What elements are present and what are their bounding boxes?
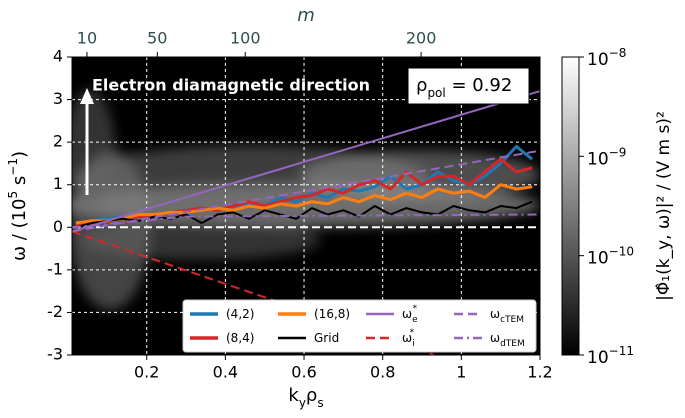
label-part: ρ <box>416 75 427 96</box>
legend-label: ωcTEM <box>490 307 524 325</box>
y-tick-label: 3 <box>53 89 63 108</box>
y-tick-label: -1 <box>47 259 63 278</box>
legend-label: ωe* <box>402 304 418 325</box>
x-tick-label: 0.4 <box>213 363 238 382</box>
legend-label: (4,2) <box>226 307 254 321</box>
x-tick-label: 0.6 <box>291 363 316 382</box>
x2-axis-label: m <box>297 5 315 26</box>
label-part: ω <box>490 331 500 345</box>
x2-tick-label: 10 <box>77 29 97 48</box>
label-part: pol <box>427 86 445 100</box>
label-part: ω <box>402 331 412 345</box>
series-line <box>72 90 540 233</box>
series-line <box>72 149 540 233</box>
label-part: i <box>412 339 415 349</box>
label-part: ω <box>402 307 412 321</box>
label-part: 10 <box>587 249 609 269</box>
label-part: s <box>9 176 30 191</box>
label-part: 10 <box>587 149 609 169</box>
series-line <box>72 213 540 229</box>
series-line <box>75 183 533 225</box>
plot-frame <box>71 56 541 356</box>
label-part: dTEM <box>500 339 525 349</box>
label-part: −11 <box>609 344 634 358</box>
label-part: * <box>413 304 418 314</box>
x-tick-label: 1 <box>456 363 466 382</box>
x2-tick-label: 200 <box>406 29 437 48</box>
colorbar-tick-label: 10−8 <box>587 46 626 71</box>
label-part: ) <box>9 151 30 158</box>
legend <box>182 299 537 353</box>
x2-tick-label: 100 <box>230 29 261 48</box>
label-part: ω / (10 <box>9 198 30 261</box>
y-tick-label: 0 <box>53 217 63 236</box>
label-part: −8 <box>609 46 627 60</box>
label-part: −1 <box>6 158 20 176</box>
annotation-box <box>407 67 530 105</box>
arrow-head <box>80 88 94 104</box>
lines <box>72 90 540 355</box>
label-part: k <box>288 385 299 406</box>
label-part: −9 <box>609 145 627 159</box>
label-part: * <box>410 328 415 338</box>
y-tick-label: 4 <box>53 47 63 66</box>
y-tick-label: -3 <box>47 345 63 364</box>
y-tick-label: -2 <box>47 302 63 321</box>
colorbar-tick-label: 10−9 <box>587 145 626 170</box>
y-tick-label: 1 <box>53 174 63 193</box>
x-tick-label: 0.2 <box>134 363 159 382</box>
label-part: Grid <box>314 331 339 345</box>
legend-label: (16,8) <box>314 307 350 321</box>
series-line <box>72 230 435 355</box>
x-axis-label: kyρs <box>288 385 323 410</box>
legend-label: ωdTEM <box>490 331 525 349</box>
label-part: s <box>317 396 323 410</box>
annotation: Electron diamagnetic direction <box>92 76 370 95</box>
x2-tick-label: 50 <box>147 29 167 48</box>
series-line <box>75 200 533 229</box>
y-tick-label: 2 <box>53 132 63 151</box>
colorbar <box>561 56 580 356</box>
colorbar-label: |Φ̂₁(k_y, ω)|² / (V m s)² <box>654 111 674 301</box>
label-part: cTEM <box>500 315 524 325</box>
label-part: e <box>412 315 418 325</box>
label-part: = 0.92 <box>446 75 513 96</box>
x-tick-label: 0.8 <box>370 363 395 382</box>
label-part: 5 <box>6 191 20 199</box>
label-part: 10 <box>587 50 609 70</box>
legend-label: (8,4) <box>226 331 254 345</box>
label-part: ω <box>490 307 500 321</box>
colorbar-tick-label: 10−10 <box>587 244 634 269</box>
label-part: −10 <box>609 244 634 258</box>
label-part: ρ <box>306 385 317 406</box>
label-part: y <box>299 396 306 410</box>
x-tick-label: 1.2 <box>527 363 552 382</box>
label-part: 10 <box>587 348 609 368</box>
annotation: ρpol = 0.92 <box>416 75 512 100</box>
legend-label: Grid <box>314 331 339 345</box>
label-part: (8,4) <box>226 331 254 345</box>
label-part: (4,2) <box>226 307 254 321</box>
legend-label: ωi* <box>402 328 415 349</box>
colorbar-tick-label: 10−11 <box>587 344 634 369</box>
y-axis-label: ω / (105 s−1) <box>6 151 31 261</box>
label-part: (16,8) <box>314 307 350 321</box>
